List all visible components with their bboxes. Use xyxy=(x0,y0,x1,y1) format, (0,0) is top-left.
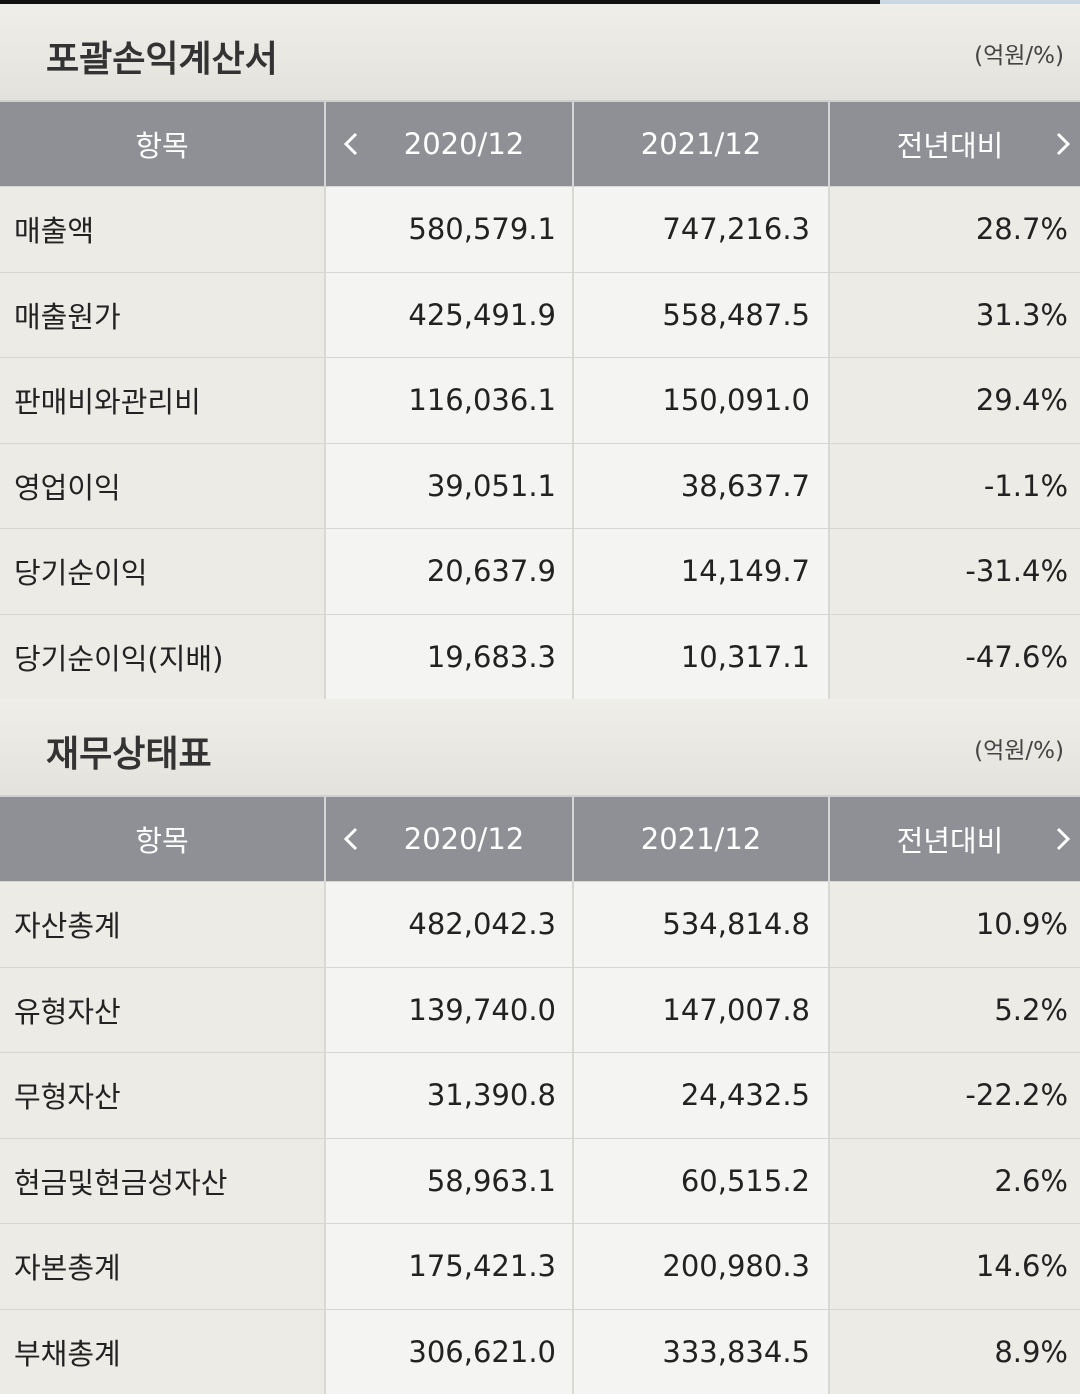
value-2020: 31,390.8 xyxy=(326,1053,574,1138)
column-header-yoy-label: 전년대비 xyxy=(897,123,1004,165)
row-label: 당기순이익 xyxy=(0,529,326,614)
table-row[interactable]: 당기순이익 20,637.9 14,149.7 -31.4% xyxy=(0,528,1080,614)
value-2021: 747,216.3 xyxy=(574,187,830,272)
value-yoy: 31.3% xyxy=(830,273,1080,358)
table-row[interactable]: 매출액 580,579.1 747,216.3 28.7% xyxy=(0,186,1080,272)
chevron-left-icon[interactable] xyxy=(340,130,362,158)
table-row[interactable]: 유형자산 139,740.0 147,007.8 5.2% xyxy=(0,967,1080,1053)
table-row[interactable]: 매출원가 425,491.9 558,487.5 31.3% xyxy=(0,272,1080,358)
table-row[interactable]: 자본총계 175,421.3 200,980.3 14.6% xyxy=(0,1223,1080,1309)
row-label: 자본총계 xyxy=(0,1224,326,1309)
value-yoy: 5.2% xyxy=(830,968,1080,1053)
value-2020: 19,683.3 xyxy=(326,615,574,700)
balance-sheet-unit: (억원/%) xyxy=(974,731,1064,765)
value-yoy: 10.9% xyxy=(830,882,1080,967)
value-2021: 534,814.8 xyxy=(574,882,830,967)
table-row[interactable]: 현금및현금성자산 58,963.1 60,515.2 2.6% xyxy=(0,1138,1080,1224)
row-label: 매출원가 xyxy=(0,273,326,358)
balance-sheet-title: 재무상태표 xyxy=(46,725,212,777)
table-row[interactable]: 당기순이익(지배) 19,683.3 10,317.1 -47.6% xyxy=(0,614,1080,700)
value-2021: 558,487.5 xyxy=(574,273,830,358)
income-statement-header: 포괄손익계산서 (억원/%) xyxy=(0,4,1080,100)
column-header-yoy: 전년대비 xyxy=(830,797,1080,881)
value-2020: 580,579.1 xyxy=(326,187,574,272)
table-row[interactable]: 판매비와관리비 116,036.1 150,091.0 29.4% xyxy=(0,357,1080,443)
column-header-2021: 2021/12 xyxy=(574,797,830,881)
value-yoy: -31.4% xyxy=(830,529,1080,614)
income-table-header: 항목 2020/12 2021/12 전년대비 xyxy=(0,100,1080,186)
value-2020: 139,740.0 xyxy=(326,968,574,1053)
balance-sheet-header: 재무상태표 (억원/%) xyxy=(0,699,1080,795)
value-2021: 24,432.5 xyxy=(574,1053,830,1138)
value-yoy: -1.1% xyxy=(830,444,1080,529)
balance-table-body: 자산총계 482,042.3 534,814.8 10.9% 유형자산 139,… xyxy=(0,881,1080,1394)
row-label: 당기순이익(지배) xyxy=(0,615,326,700)
value-2020: 58,963.1 xyxy=(326,1139,574,1224)
income-table-body: 매출액 580,579.1 747,216.3 28.7% 매출원가 425,4… xyxy=(0,186,1080,699)
value-2021: 150,091.0 xyxy=(574,358,830,443)
column-header-2020: 2020/12 xyxy=(326,797,574,881)
chevron-left-icon[interactable] xyxy=(340,825,362,853)
column-header-item: 항목 xyxy=(0,797,326,881)
value-2021: 200,980.3 xyxy=(574,1224,830,1309)
value-2020: 20,637.9 xyxy=(326,529,574,614)
table-row[interactable]: 자산총계 482,042.3 534,814.8 10.9% xyxy=(0,881,1080,967)
column-header-item: 항목 xyxy=(0,102,326,186)
column-header-yoy: 전년대비 xyxy=(830,102,1080,186)
value-yoy: -22.2% xyxy=(830,1053,1080,1138)
column-header-2020: 2020/12 xyxy=(326,102,574,186)
value-yoy: 28.7% xyxy=(830,187,1080,272)
value-2020: 116,036.1 xyxy=(326,358,574,443)
column-header-2020-label: 2020/12 xyxy=(404,822,524,856)
row-label: 부채총계 xyxy=(0,1310,326,1394)
value-yoy: 14.6% xyxy=(830,1224,1080,1309)
income-statement-unit: (억원/%) xyxy=(974,36,1064,70)
value-yoy: 2.6% xyxy=(830,1139,1080,1224)
value-2020: 39,051.1 xyxy=(326,444,574,529)
row-label: 판매비와관리비 xyxy=(0,358,326,443)
chevron-right-icon[interactable] xyxy=(1052,130,1074,158)
balance-table-header: 항목 2020/12 2021/12 전년대비 xyxy=(0,795,1080,881)
row-label: 유형자산 xyxy=(0,968,326,1053)
value-yoy: 8.9% xyxy=(830,1310,1080,1394)
value-2021: 333,834.5 xyxy=(574,1310,830,1394)
value-2020: 175,421.3 xyxy=(326,1224,574,1309)
value-2021: 14,149.7 xyxy=(574,529,830,614)
value-yoy: -47.6% xyxy=(830,615,1080,700)
chevron-right-icon[interactable] xyxy=(1052,825,1074,853)
row-label: 현금및현금성자산 xyxy=(0,1139,326,1224)
row-label: 매출액 xyxy=(0,187,326,272)
table-row[interactable]: 무형자산 31,390.8 24,432.5 -22.2% xyxy=(0,1052,1080,1138)
value-2021: 147,007.8 xyxy=(574,968,830,1053)
column-header-2021: 2021/12 xyxy=(574,102,830,186)
value-yoy: 29.4% xyxy=(830,358,1080,443)
column-header-yoy-label: 전년대비 xyxy=(897,818,1004,860)
row-label: 무형자산 xyxy=(0,1053,326,1138)
row-label: 자산총계 xyxy=(0,882,326,967)
column-header-2020-label: 2020/12 xyxy=(404,127,524,161)
income-statement-title: 포괄손익계산서 xyxy=(46,30,278,82)
value-2020: 425,491.9 xyxy=(326,273,574,358)
value-2021: 38,637.7 xyxy=(574,444,830,529)
table-row[interactable]: 영업이익 39,051.1 38,637.7 -1.1% xyxy=(0,443,1080,529)
row-label: 영업이익 xyxy=(0,444,326,529)
value-2020: 306,621.0 xyxy=(326,1310,574,1394)
value-2021: 10,317.1 xyxy=(574,615,830,700)
table-row[interactable]: 부채총계 306,621.0 333,834.5 8.9% xyxy=(0,1309,1080,1394)
value-2020: 482,042.3 xyxy=(326,882,574,967)
value-2021: 60,515.2 xyxy=(574,1139,830,1224)
